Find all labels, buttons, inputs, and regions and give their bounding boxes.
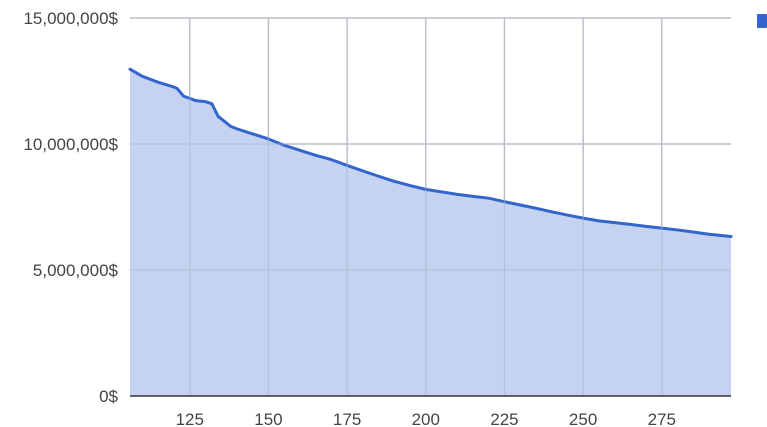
data-point <box>298 149 302 152</box>
area-layer <box>128 17 733 397</box>
x-tick-label: 275 <box>648 410 676 427</box>
data-point <box>141 75 144 78</box>
y-tick-label: 15,000,000$ <box>23 9 118 28</box>
data-point <box>204 100 207 103</box>
data-point <box>216 115 220 118</box>
x-tick-label: 250 <box>569 410 597 427</box>
data-point <box>330 158 333 161</box>
data-point <box>456 193 459 196</box>
x-tick-label: 125 <box>176 410 204 427</box>
data-point <box>251 132 254 136</box>
data-point <box>282 144 286 147</box>
data-point <box>629 223 632 226</box>
data-point <box>314 154 317 157</box>
data-point <box>210 102 214 105</box>
data-point <box>176 87 179 90</box>
data-point <box>440 190 443 194</box>
x-tick-label: 200 <box>412 410 440 427</box>
data-point <box>223 120 226 123</box>
data-point <box>157 81 160 84</box>
data-point <box>676 228 679 232</box>
data-point <box>393 180 396 183</box>
data-point <box>729 235 733 238</box>
data-point <box>128 67 132 71</box>
data-point <box>597 219 601 223</box>
data-point <box>408 184 412 187</box>
data-point <box>323 156 327 160</box>
data-point <box>182 94 185 98</box>
data-point <box>692 230 695 234</box>
data-point <box>707 233 711 236</box>
y-tick-label: 10,000,000$ <box>23 135 118 154</box>
x-tick-label: 175 <box>333 410 361 427</box>
data-point <box>172 85 176 89</box>
data-point <box>487 196 490 200</box>
y-tick-label: 5,000,000$ <box>33 261 119 280</box>
data-point <box>377 175 380 178</box>
data-point <box>534 207 538 210</box>
y-tick-label: 0$ <box>99 387 118 406</box>
data-point <box>229 125 232 128</box>
data-point <box>613 221 616 224</box>
tick-label-layer: 0$ 5,000,000$ 10,000,000$ 15,000,000$ 125 150… <box>23 9 676 427</box>
data-point <box>644 225 648 228</box>
data-point <box>518 203 522 207</box>
x-tick-label: 225 <box>490 410 518 427</box>
legend <box>757 14 767 28</box>
data-point <box>194 99 198 102</box>
data-point <box>471 195 475 198</box>
data-point <box>235 127 239 131</box>
x-tick-label: 150 <box>254 410 282 427</box>
data-point <box>361 169 365 173</box>
legend-swatch <box>757 14 767 28</box>
series-area-fill <box>130 69 731 396</box>
data-point <box>550 210 553 213</box>
data-point <box>566 213 569 217</box>
